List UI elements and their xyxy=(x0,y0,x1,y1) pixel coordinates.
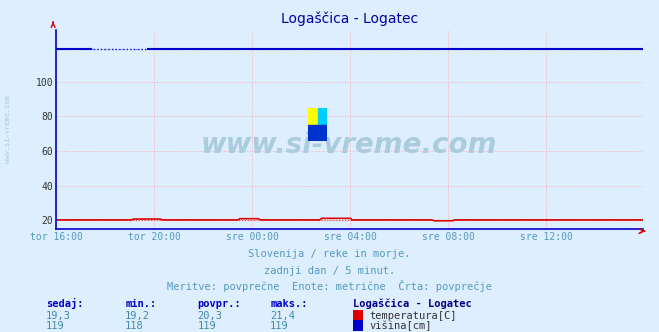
Text: 20,3: 20,3 xyxy=(198,311,223,321)
Text: 19,3: 19,3 xyxy=(46,311,71,321)
Title: Logaščica - Logatec: Logaščica - Logatec xyxy=(281,11,418,26)
Text: sedaj:: sedaj: xyxy=(46,298,84,309)
Text: 19,2: 19,2 xyxy=(125,311,150,321)
Text: min.:: min.: xyxy=(125,299,156,309)
Bar xyxy=(308,124,327,141)
Text: povpr.:: povpr.: xyxy=(198,299,241,309)
Text: www.si-vreme.com: www.si-vreme.com xyxy=(5,96,11,163)
Text: temperatura[C]: temperatura[C] xyxy=(369,311,457,321)
Text: zadnji dan / 5 minut.: zadnji dan / 5 minut. xyxy=(264,266,395,276)
Text: 21,4: 21,4 xyxy=(270,311,295,321)
Text: maks.:: maks.: xyxy=(270,299,308,309)
Text: Slovenija / reke in morje.: Slovenija / reke in morje. xyxy=(248,249,411,259)
Text: 119: 119 xyxy=(270,321,289,331)
Text: 119: 119 xyxy=(46,321,65,331)
Text: www.si-vreme.com: www.si-vreme.com xyxy=(201,131,498,159)
Text: 118: 118 xyxy=(125,321,144,331)
Text: 119: 119 xyxy=(198,321,216,331)
Polygon shape xyxy=(318,108,327,130)
Text: višina[cm]: višina[cm] xyxy=(369,321,432,331)
Text: Logaščica - Logatec: Logaščica - Logatec xyxy=(353,298,471,309)
Text: Meritve: povprečne  Enote: metrične  Črta: povprečje: Meritve: povprečne Enote: metrične Črta:… xyxy=(167,281,492,292)
Polygon shape xyxy=(308,108,318,130)
